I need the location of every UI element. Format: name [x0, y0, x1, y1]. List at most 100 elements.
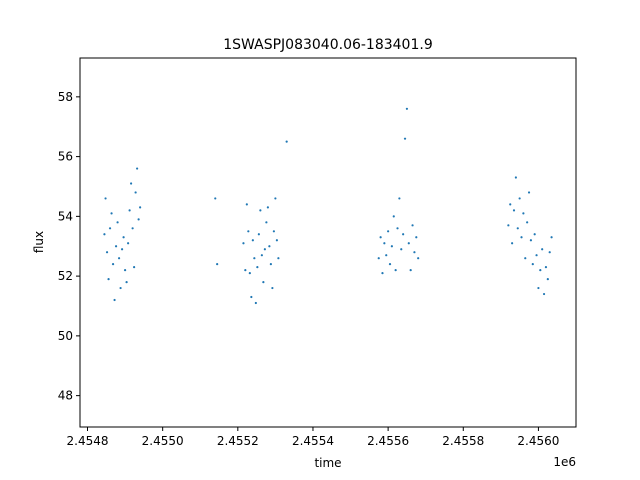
data-point: [522, 212, 525, 215]
data-point: [411, 224, 414, 227]
data-point: [269, 263, 272, 266]
data-point: [514, 176, 517, 179]
data-point: [117, 257, 121, 260]
data-point: [407, 242, 410, 245]
data-point: [385, 254, 388, 257]
y-tick-label: 48: [58, 389, 73, 403]
data-point: [546, 278, 549, 281]
data-point: [285, 140, 288, 143]
data-point: [277, 257, 280, 260]
x-axis-offset-label: 1e6: [553, 455, 576, 469]
data-point: [417, 257, 420, 260]
data-point: [214, 197, 217, 200]
chart-title: 1SWASPJ083040.06-183401.9: [223, 37, 432, 53]
x-tick-label: 2.4552: [217, 434, 259, 448]
data-point: [244, 269, 247, 272]
data-point: [383, 242, 386, 245]
y-tick-label: 54: [58, 209, 73, 223]
data-point: [265, 221, 268, 224]
plot-frame: [79, 57, 577, 428]
data-point: [119, 286, 122, 290]
data-point: [400, 248, 403, 251]
y-tick-label: 50: [58, 329, 73, 343]
data-point: [256, 266, 259, 269]
data-point: [526, 221, 529, 224]
data-point: [111, 263, 115, 266]
x-tick-label: 2.4548: [67, 434, 109, 448]
y-tick-label: 58: [58, 90, 73, 104]
data-point: [542, 292, 546, 296]
y-axis-label: flux: [32, 231, 46, 253]
data-point: [271, 286, 274, 290]
data-point: [251, 239, 254, 242]
data-point: [379, 236, 382, 239]
x-tick-label: 2.4556: [367, 434, 409, 448]
x-tick-label: 2.4550: [142, 434, 184, 448]
data-point: [548, 251, 551, 254]
data-point: [520, 236, 523, 239]
data-point: [403, 137, 407, 140]
data-point: [105, 251, 109, 254]
data-point: [247, 230, 250, 233]
data-point: [392, 215, 395, 218]
x-axis: 2.4548 2.4550 2.4552 2.4554 2.4556 2.4558 2.45…: [67, 427, 559, 448]
data-point: [268, 245, 271, 248]
data-point: [125, 280, 128, 284]
data-point: [107, 278, 110, 281]
y-tick-label: 56: [58, 150, 73, 164]
data-point: [131, 227, 134, 230]
data-point: [139, 206, 142, 209]
data-point: [509, 203, 512, 206]
x-axis-label: time: [314, 456, 341, 470]
data-point: [254, 301, 257, 305]
data-point: [388, 263, 392, 266]
data-point: [110, 212, 113, 215]
data-point: [134, 191, 137, 194]
data-point: [253, 257, 256, 260]
data-point: [533, 233, 536, 236]
data-point: [415, 236, 418, 239]
data-point: [275, 239, 278, 242]
data-point: [108, 227, 112, 230]
data-point: [405, 107, 409, 110]
data-point: [113, 298, 116, 302]
data-point: [396, 227, 399, 230]
data-point: [262, 280, 265, 284]
data-point: [381, 272, 384, 275]
data-point: [550, 236, 553, 239]
data-point: [518, 197, 521, 200]
data-point: [390, 245, 393, 248]
data-point: [257, 233, 260, 236]
data-point: [104, 197, 107, 200]
data-point: [263, 248, 266, 251]
data-point: [272, 230, 275, 233]
data-point: [274, 197, 277, 200]
data-point: [103, 233, 106, 236]
data-point: [259, 209, 262, 212]
data-point: [529, 239, 533, 242]
data-point: [511, 242, 514, 245]
data-point: [398, 197, 401, 200]
data-point: [120, 248, 124, 251]
data-point: [116, 221, 119, 224]
data-point: [137, 218, 140, 221]
data-point: [260, 254, 263, 257]
data-point: [128, 209, 131, 212]
data-point: [524, 257, 527, 260]
data-point: [122, 236, 125, 239]
data-point: [266, 206, 269, 209]
data-point: [527, 191, 531, 194]
x-tick-label: 2.4558: [442, 434, 484, 448]
data-point: [537, 286, 540, 290]
data-point: [387, 230, 390, 233]
data-point: [250, 295, 253, 299]
data-point: [136, 167, 139, 170]
data-point: [544, 266, 548, 269]
data-point: [512, 209, 516, 212]
data-point: [248, 272, 251, 275]
data-points: [103, 107, 553, 305]
data-point: [133, 266, 136, 269]
data-point: [242, 242, 245, 245]
